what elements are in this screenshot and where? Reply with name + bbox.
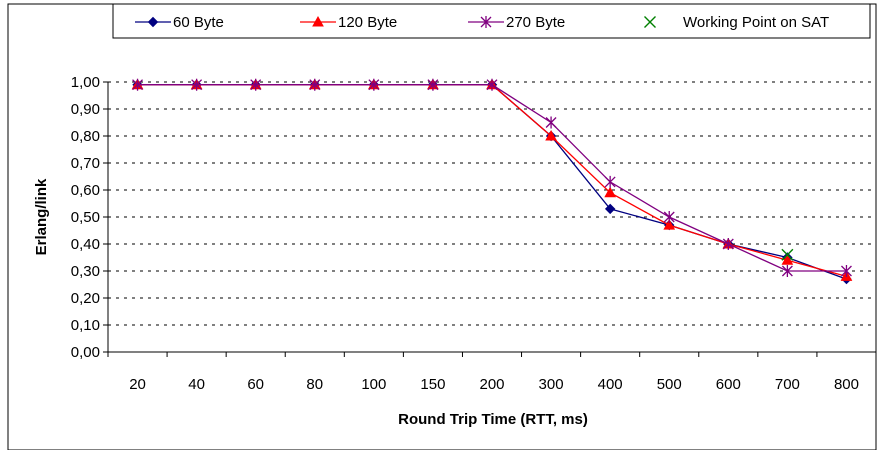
series-working-point-on-sat bbox=[781, 248, 794, 261]
data-point-270-byte bbox=[722, 238, 734, 250]
y-tick-label: 0,40 bbox=[71, 236, 100, 253]
series-group bbox=[131, 78, 853, 285]
x-tick-label: 600 bbox=[716, 376, 741, 393]
x-tick-label: 60 bbox=[247, 376, 264, 393]
legend: 60 Byte 120 Byte 270 Byte Working Point on … bbox=[112, 3, 871, 39]
data-point-270-byte bbox=[132, 78, 143, 91]
legend-marker-working-point-on-sat bbox=[644, 16, 656, 28]
legend-item-60-byte: 60 Byte bbox=[135, 14, 224, 31]
y-tick-label: 1,00 bbox=[71, 74, 100, 91]
data-point-120-byte bbox=[604, 186, 617, 198]
x-tick-label: 150 bbox=[420, 376, 445, 393]
series-270-byte bbox=[132, 78, 852, 277]
data-point-270-byte bbox=[309, 78, 321, 91]
data-point-270-byte bbox=[486, 78, 498, 91]
y-tick-label: 0,50 bbox=[71, 209, 100, 226]
x-tick-label: 100 bbox=[361, 376, 386, 393]
y-tick-label: 0,90 bbox=[71, 101, 100, 118]
x-tick-label: 800 bbox=[834, 376, 859, 393]
x-tick-label: 300 bbox=[539, 376, 564, 393]
data-point-270-byte bbox=[841, 265, 852, 277]
data-point-270-byte bbox=[663, 211, 675, 223]
x-tick-label: 500 bbox=[657, 376, 682, 393]
legend-marker-60-byte bbox=[147, 16, 159, 28]
data-point-120-byte bbox=[781, 254, 794, 265]
data-point-270-byte bbox=[545, 116, 557, 129]
x-tick-label: 20 bbox=[129, 376, 146, 393]
x-tick-label: 400 bbox=[598, 376, 623, 393]
data-point-270-byte bbox=[604, 175, 616, 188]
x-axis-ticks: 20 40 60 80 100 150 200 300 400 500 600 700 800 bbox=[129, 376, 859, 393]
data-point-270-byte bbox=[781, 265, 793, 277]
x-tick-label: 200 bbox=[479, 376, 504, 393]
y-axis-ticks: 0,00 0,10 0,20 0,30 0,40 0,50 0,60 0,70 0,80 0,90… bbox=[71, 74, 100, 361]
data-point-working-point-on-sat bbox=[781, 248, 794, 261]
data-point-270-byte bbox=[250, 78, 262, 91]
data-point-270-byte bbox=[427, 78, 439, 91]
legend-label-60-byte: 60 Byte bbox=[173, 14, 224, 31]
legend-box bbox=[112, 3, 871, 39]
y-tick-label: 0,80 bbox=[71, 128, 100, 145]
legend-label-120-byte: 120 Byte bbox=[338, 14, 397, 31]
axes bbox=[103, 81, 877, 357]
y-tick-label: 0,10 bbox=[71, 317, 100, 334]
y-axis-title: Erlang/link bbox=[33, 178, 50, 255]
legend-label-270-byte: 270 Byte bbox=[506, 14, 565, 31]
data-point-270-byte bbox=[368, 78, 380, 91]
legend-item-working-point-on-sat: Working Point on SAT bbox=[644, 14, 829, 31]
y-tick-label: 0,60 bbox=[71, 182, 100, 199]
legend-item-270-byte: 270 Byte bbox=[468, 14, 565, 31]
x-tick-label: 80 bbox=[306, 376, 323, 393]
legend-marker-270-byte bbox=[480, 16, 492, 28]
y-tick-label: 0,20 bbox=[71, 290, 100, 307]
legend-marker-120-byte bbox=[312, 15, 324, 27]
data-point-60-byte bbox=[604, 203, 616, 215]
y-tick-label: 0,30 bbox=[71, 263, 100, 280]
y-tick-label: 0,00 bbox=[71, 344, 100, 361]
x-tick-label: 700 bbox=[775, 376, 800, 393]
data-point-120-byte bbox=[663, 219, 676, 230]
chart-area-border bbox=[7, 3, 877, 450]
legend-item-120-byte: 120 Byte bbox=[300, 14, 397, 31]
x-tick-label: 40 bbox=[188, 376, 205, 393]
y-tick-label: 0,70 bbox=[71, 155, 100, 172]
x-axis-title: Round Trip Time (RTT, ms) bbox=[398, 411, 588, 428]
data-point-120-byte bbox=[545, 129, 557, 141]
data-point-270-byte bbox=[191, 78, 203, 91]
legend-label-working-point-on-sat: Working Point on SAT bbox=[683, 14, 829, 31]
